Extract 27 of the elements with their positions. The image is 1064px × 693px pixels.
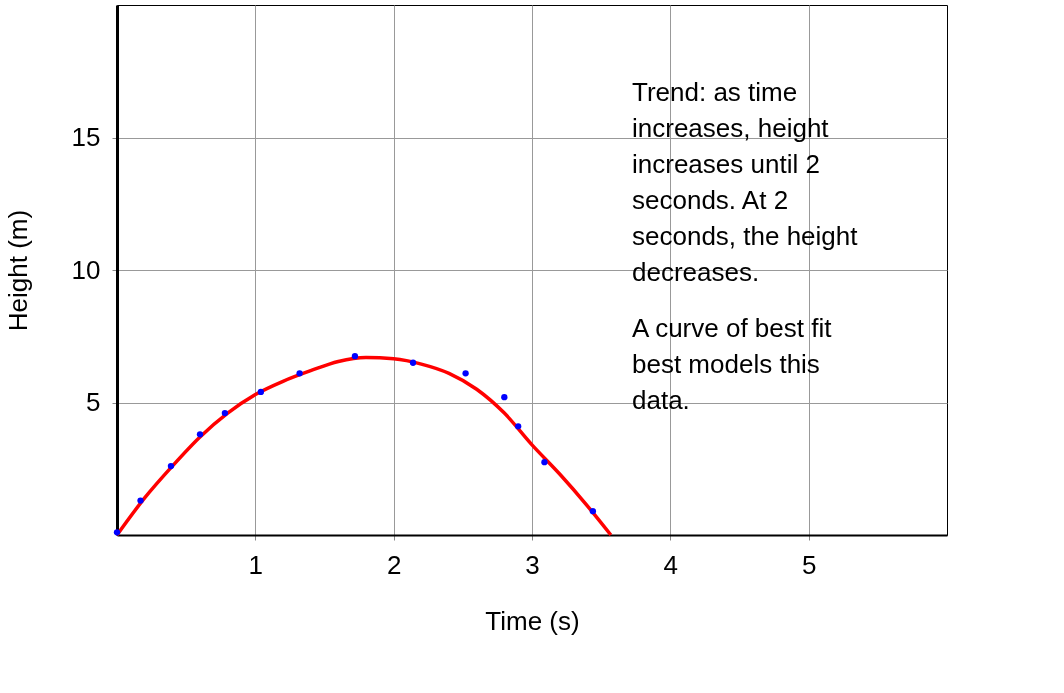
- x-tick-label: 4: [663, 549, 679, 580]
- point: [137, 497, 144, 504]
- annotation: A curve of best fit best models this data.: [632, 313, 833, 415]
- x-tick-label: 1: [248, 549, 264, 580]
- point: [462, 370, 469, 377]
- point: [167, 462, 175, 470]
- point: [501, 394, 508, 401]
- point: [221, 409, 229, 417]
- y-tick-label: 10: [71, 254, 101, 285]
- x-axis-title: Time (s): [485, 605, 580, 636]
- point: [541, 458, 548, 466]
- point: [351, 352, 359, 360]
- y-tick-label: 15: [71, 122, 101, 152]
- line-series: [115, 355, 613, 537]
- y-tick-label: 5: [86, 387, 101, 417]
- x-tick-label: 5: [801, 549, 817, 580]
- point: [196, 431, 204, 438]
- y-axis-title: Height (m): [2, 209, 33, 332]
- x-tick-label: 3: [525, 549, 540, 580]
- point: [589, 507, 597, 515]
- point: [296, 370, 303, 377]
- point: [515, 423, 522, 430]
- point: [257, 388, 265, 396]
- annotation: Trend: as time increases, height increases until 2 seconds. At 2 seconds, the height decreases.: [632, 77, 859, 287]
- x-tick-label: 2: [386, 549, 402, 580]
- point: [113, 529, 121, 536]
- point: [409, 359, 417, 366]
